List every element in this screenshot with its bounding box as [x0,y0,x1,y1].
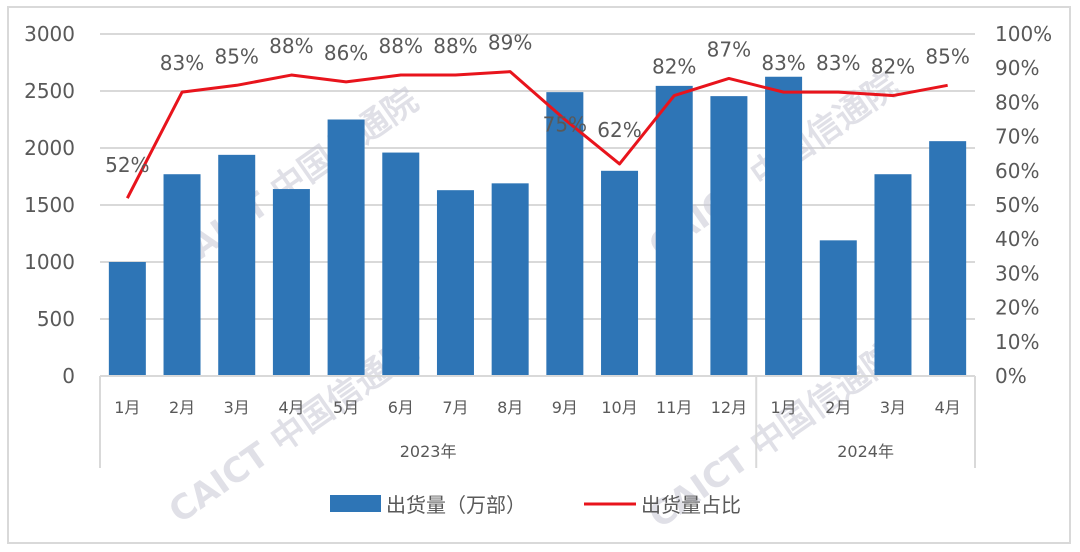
data-label: 88% [269,34,313,58]
data-label: 83% [160,51,204,75]
x-axis-tick: 7月 [442,398,468,417]
y-axis-tick: 2500 [24,79,75,103]
y2-axis-tick: 20% [995,296,1039,320]
data-label: 89% [488,31,532,55]
x-axis-group-label: 2024年 [837,442,894,461]
y-axis-tick: 2000 [24,136,75,160]
x-axis-tick: 2月 [169,398,195,417]
y2-axis-tick: 100% [995,22,1052,46]
bar [272,189,310,376]
data-label: 75% [543,113,587,137]
data-label: 88% [433,34,477,58]
bar [929,141,967,376]
data-label: 83% [816,51,860,75]
x-axis-tick: 1月 [771,398,797,417]
x-axis-tick: 2月 [825,398,851,417]
bar [327,119,365,376]
data-label: 87% [707,37,751,61]
data-label: 62% [597,118,641,142]
y-axis-tick: 1500 [24,193,75,217]
y2-axis-tick: 30% [995,261,1039,285]
y2-axis-tick: 90% [995,56,1039,80]
share-line [126,70,948,199]
bar [819,240,857,376]
x-axis-tick: 12月 [711,398,747,417]
y-axis-tick: 0 [62,364,75,388]
x-axis-tick: 11月 [656,398,692,417]
bar [382,152,420,376]
y2-axis-tick: 50% [995,193,1039,217]
y2-axis-tick: 60% [995,159,1039,183]
bar [218,154,256,376]
data-label: 85% [925,44,969,68]
x-axis-tick: 3月 [224,398,250,417]
x-axis-tick: 6月 [388,398,414,417]
bar [163,174,201,376]
x-axis-tick: 4月 [278,398,304,417]
x-axis-tick: 3月 [880,398,906,417]
x-axis-tick: 5月 [333,398,359,417]
bar [546,92,584,376]
bar [655,85,693,377]
x-axis-tick: 1月 [114,398,140,417]
data-label: 86% [324,41,368,65]
data-label: 82% [652,55,696,79]
x-axis-tick: 9月 [552,398,578,417]
data-label: 82% [871,55,915,79]
bar [765,76,803,376]
data-label: 85% [214,44,258,68]
y-axis-tick: 3000 [24,22,75,46]
y2-axis-tick: 70% [995,125,1039,149]
bar [601,170,639,376]
y2-axis-tick: 80% [995,90,1039,114]
y-axis-tick: 500 [37,307,75,331]
x-axis-group-label: 2023年 [400,442,457,461]
y2-axis-tick: 0% [995,364,1027,388]
y-axis-tick: 1000 [24,250,75,274]
x-axis-tick: 10月 [601,398,637,417]
data-label: 83% [761,51,805,75]
legend-bar-swatch [330,495,381,512]
bar [491,183,529,376]
legend-line-label: 出货量占比 [641,493,741,517]
bar [874,174,912,376]
bar [710,96,748,376]
data-label: 52% [105,153,149,177]
data-label: 88% [379,34,423,58]
legend-bar-label: 出货量（万部） [386,493,526,517]
y2-axis-tick: 40% [995,227,1039,251]
bar [108,262,146,376]
x-axis-tick: 8月 [497,398,523,417]
x-axis-tick: 4月 [935,398,961,417]
bar [436,190,474,376]
y2-axis-tick: 10% [995,330,1039,354]
